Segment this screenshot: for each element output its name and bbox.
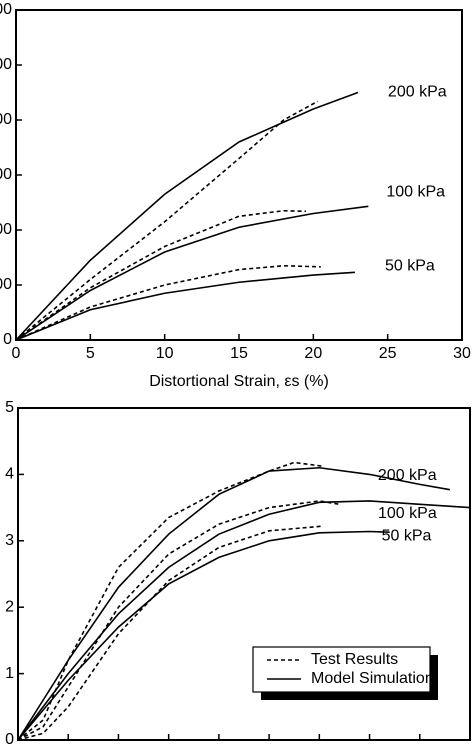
x-tick-label: 10: [156, 345, 174, 362]
curve-label: 100 kPa: [386, 184, 445, 201]
y-tick-label: 0: [5, 731, 14, 748]
y-tick-label: 1: [5, 665, 14, 682]
y-tick-label: 600: [0, 1, 12, 18]
y-tick-label: 200: [0, 221, 12, 238]
y-tick-label: 400: [0, 111, 12, 128]
x-tick-label: 25: [379, 345, 397, 362]
y-tick-label: 100: [0, 276, 12, 293]
curve-label: 50 kPa: [382, 527, 432, 544]
x-tick-label: 5: [86, 345, 95, 362]
plot-frame: [17, 407, 471, 741]
y-tick-label: 500: [0, 56, 12, 73]
x-tick-label: 0: [12, 345, 21, 362]
series-line: [15, 264, 321, 341]
series-line: [15, 205, 369, 341]
plot-frame: [15, 9, 463, 341]
curve-label: 100 kPa: [378, 505, 437, 522]
series-line: [15, 209, 306, 341]
series-line: [17, 461, 325, 741]
series-line: [17, 500, 471, 741]
y-tick-label: 300: [0, 166, 12, 183]
x-tick-label: 30: [453, 345, 471, 362]
series-line: [15, 271, 356, 341]
series-line: [15, 91, 359, 341]
legend-label: Model Simulation: [311, 670, 434, 687]
curve-label: 50 kPa: [385, 258, 435, 275]
series-line: [17, 525, 322, 741]
x-axis-label: Distortional Strain, εs (%): [149, 373, 329, 390]
series-line: [17, 530, 390, 741]
series-line: [15, 100, 319, 341]
series-line: [17, 466, 451, 741]
curve-label: 200 kPa: [378, 467, 437, 484]
legend-box: [252, 646, 431, 693]
y-tick-label: 0: [3, 331, 12, 348]
x-tick-label: 15: [230, 345, 248, 362]
curve-label: 200 kPa: [388, 84, 447, 101]
x-tick-label: 20: [304, 345, 322, 362]
series-line: [17, 500, 340, 741]
y-tick-label: 3: [5, 532, 14, 549]
y-tick-label: 4: [5, 466, 14, 483]
y-tick-label: 5: [5, 399, 14, 416]
y-tick-label: 2: [5, 598, 14, 615]
legend-label: Test Results: [311, 651, 398, 668]
